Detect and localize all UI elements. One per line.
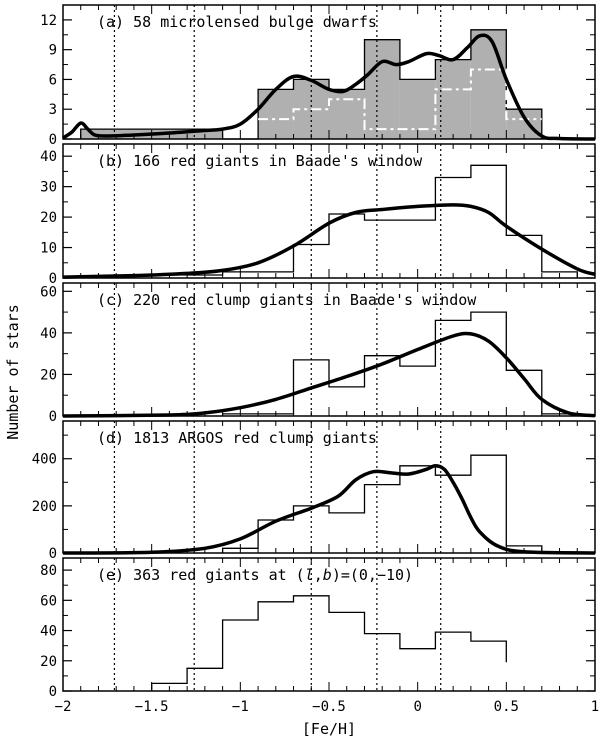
smoothed-curve — [62, 464, 596, 555]
panel-title: (c) 220 red clump giants in Baade's wind… — [97, 291, 477, 309]
y-tick-label: 30 — [40, 180, 57, 196]
histogram-outline — [151, 164, 578, 278]
panel-c: 0 20 40 60 (c) 220 red clump giants in Baade… — [40, 282, 596, 425]
x-tick-label: −1.5 — [135, 699, 169, 715]
y-tick-label: 60 — [40, 593, 57, 609]
smoothed-curve — [62, 203, 596, 279]
histogram-outline — [221, 311, 578, 416]
y-tick-label: 40 — [40, 326, 57, 342]
smoothed-curve — [62, 33, 596, 141]
y-tick-label: 400 — [32, 452, 57, 468]
y-axis-title: Number of stars — [4, 304, 22, 439]
panels-group: 0 3 6 9 12 (a) 58 microlensed bulge dwarfs 0 10… — [32, 4, 596, 700]
x-tick-label: 0 — [413, 699, 421, 715]
y-tick-label: 12 — [40, 13, 57, 29]
y-tick-label: 0 — [49, 132, 57, 148]
y-tick-label: 40 — [40, 149, 57, 165]
smoothed-curve — [62, 331, 596, 418]
x-tick-label: −1 — [232, 699, 249, 715]
panel-title: (d) 1813 ARGOS red clump giants — [97, 429, 377, 447]
x-tick-label: 1 — [591, 699, 599, 715]
x-tick-label: −0.5 — [312, 699, 346, 715]
title-part: (e) 363 red giants at ( — [97, 566, 305, 584]
y-tick-label: 200 — [32, 499, 57, 515]
histogram-bar — [329, 89, 365, 139]
y-tick-label: 20 — [40, 210, 57, 226]
title-part: b — [323, 566, 332, 584]
y-tick-label: 0 — [49, 271, 57, 287]
title-part: )=(0,−10) — [332, 566, 413, 584]
histogram-outline — [221, 454, 543, 553]
x-axis-title: [Fe/H] — [302, 720, 356, 738]
y-tick-label: 0 — [49, 546, 57, 562]
subsample-histogram — [258, 68, 542, 131]
panel-a: 0 3 6 9 12 (a) 58 microlensed bulge dwarfs — [40, 4, 596, 148]
title-part: l — [305, 566, 314, 584]
y-tick-label: 20 — [40, 367, 57, 383]
title-part: , — [314, 566, 323, 584]
x-axis: −2 −1.5 −1 −0.5 0 0.5 1 — [55, 699, 600, 715]
panel-e: 0 20 40 60 80 (e) 363 red giants at (l,b)=(0,… — [40, 557, 596, 700]
y-tick-label: 80 — [40, 563, 57, 579]
y-tick-label: 20 — [40, 654, 57, 670]
y-tick-label: 0 — [49, 684, 57, 700]
x-tick-label: 0.5 — [494, 699, 519, 715]
panel-d: 0 200 400 (d) 1813 ARGOS red clump giants — [32, 420, 596, 562]
panel-b: 0 10 20 30 40 (b) 166 red giants in Baade's w… — [40, 143, 596, 287]
y-tick-label: 3 — [49, 102, 57, 118]
y-tick-label: 60 — [40, 284, 57, 300]
x-tick-label: −2 — [55, 699, 72, 715]
panel-title: (b) 166 red giants in Baade's window — [97, 152, 423, 170]
y-tick-label: 40 — [40, 624, 57, 640]
histogram-bar — [364, 39, 400, 140]
y-tick-label: 6 — [49, 72, 57, 88]
y-tick-label: 0 — [49, 409, 57, 425]
panel-title: (e) 363 red giants at (l,b)=(0,−10) — [97, 566, 413, 584]
y-tick-label: 10 — [40, 241, 57, 257]
y-tick-label: 9 — [49, 43, 57, 59]
histogram-bar — [258, 89, 294, 139]
panel-title: (a) 58 microlensed bulge dwarfs — [97, 13, 377, 31]
histogram-bar — [470, 29, 507, 139]
histogram-outline — [151, 595, 507, 691]
